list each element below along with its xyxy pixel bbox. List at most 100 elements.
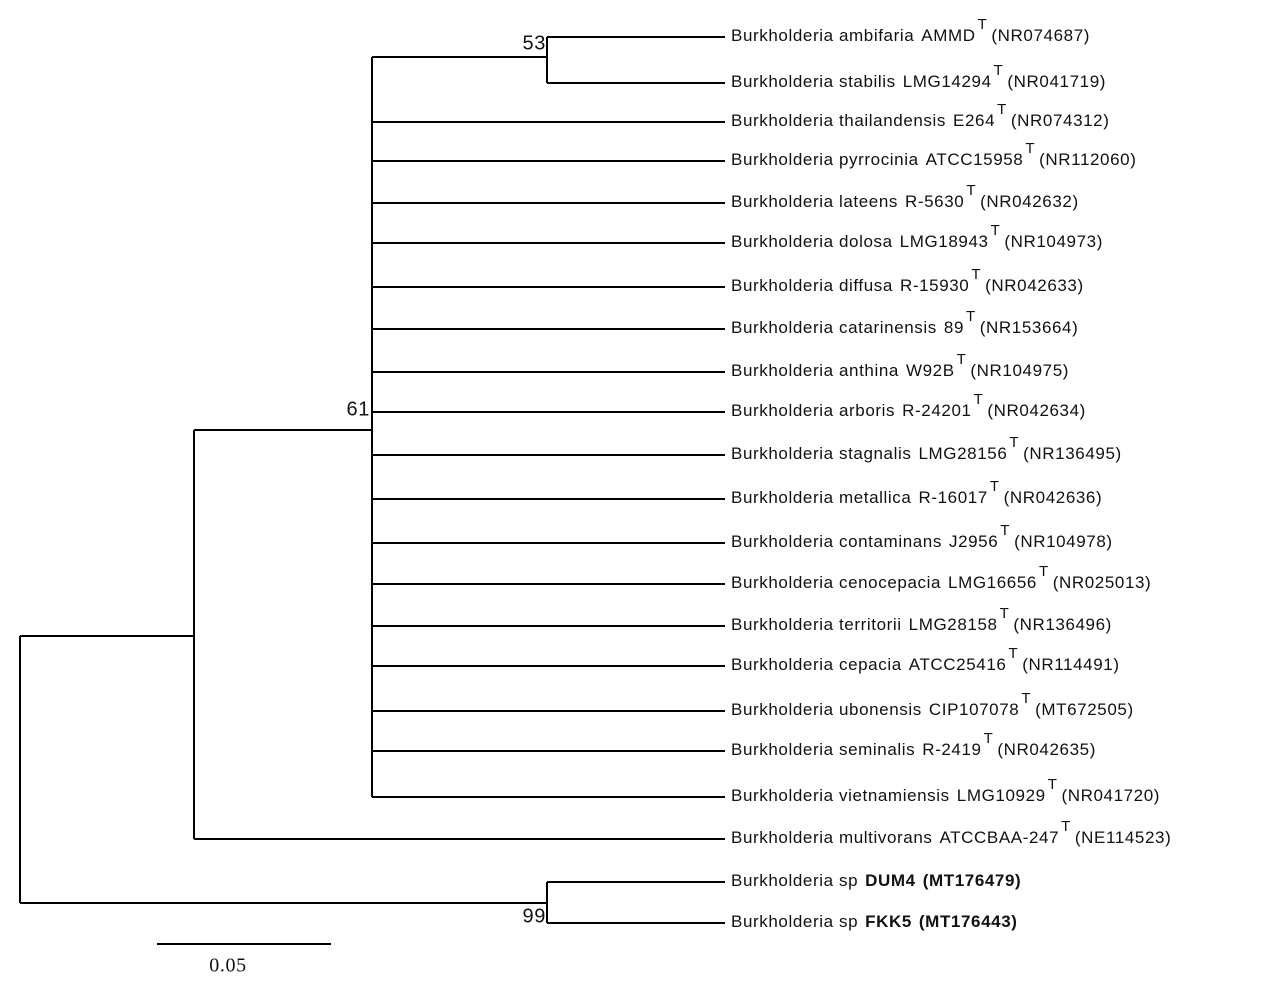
strain: FKK5 (865, 912, 912, 931)
type-strain-mark: T (1000, 605, 1010, 622)
accession: (NR136496) (1013, 615, 1112, 634)
type-strain-mark: T (991, 222, 1001, 239)
strain: LMG18943 (900, 232, 989, 251)
type-strain-mark: T (1048, 776, 1058, 793)
strain: LMG14294 (903, 72, 992, 91)
type-strain-mark: T (978, 16, 988, 33)
accession: (NR042636) (1004, 488, 1103, 507)
leaf-label: Burkholderia sp DUM4 (MT176479) (731, 871, 1021, 890)
accession: (MT176479) (923, 871, 1022, 890)
strain: J2956 (949, 532, 998, 551)
type-strain-mark: T (994, 62, 1004, 79)
accession: (NR042634) (987, 401, 1086, 420)
type-strain-mark: T (971, 266, 981, 283)
species-name: Burkholderia ambifaria (731, 26, 914, 45)
leaf-label: Burkholderia dolosa LMG18943T(NR104973) (731, 222, 1103, 252)
accession: (NR074687) (991, 26, 1090, 45)
species-name: Burkholderia territorii (731, 615, 902, 634)
bootstrap-value: 53 (523, 32, 546, 54)
species-name: Burkholderia arboris (731, 401, 895, 420)
strain: E264 (953, 111, 995, 130)
leaf-label: Burkholderia seminalis R-2419T(NR042635) (731, 730, 1096, 760)
leaf-label: Burkholderia cepacia ATCC25416T(NR114491) (731, 645, 1120, 675)
species-name: Burkholderia stabilis (731, 72, 896, 91)
type-strain-mark: T (974, 391, 984, 408)
type-strain-mark: T (1025, 140, 1035, 157)
accession: (MT672505) (1035, 700, 1134, 719)
strain: AMMD (921, 26, 975, 45)
strain: LMG28158 (909, 615, 998, 634)
leaf-label: Burkholderia catarinensis 89T(NR153664) (731, 308, 1078, 338)
accession: (NR042633) (985, 276, 1084, 295)
accession: (NR042632) (980, 192, 1079, 211)
type-strain-mark: T (957, 351, 967, 368)
leaf-label: Burkholderia stagnalis LMG28156T(NR136495… (731, 434, 1122, 464)
strain: ATCC15958 (926, 150, 1024, 169)
leaf-label: Burkholderia ubonensis CIP107078T(MT67250… (731, 690, 1134, 720)
strain: R-5630 (905, 192, 964, 211)
strain: R-2419 (922, 740, 981, 759)
accession: (NR025013) (1053, 573, 1152, 592)
leaf-label: Burkholderia pyrrocinia ATCC15958T(NR1120… (731, 140, 1136, 170)
bootstrap-value: 61 (347, 398, 370, 420)
species-name: Burkholderia cenocepacia (731, 573, 941, 592)
accession: (NR136495) (1023, 444, 1122, 463)
species-name: Burkholderia ubonensis (731, 700, 922, 719)
accession: (NR112060) (1039, 150, 1136, 169)
leaf-label: Burkholderia stabilis LMG14294T(NR041719) (731, 62, 1106, 92)
strain: 89 (944, 318, 964, 337)
species-name: Burkholderia seminalis (731, 740, 915, 759)
species-name: Burkholderia catarinensis (731, 318, 937, 337)
species-name: Burkholderia lateens (731, 192, 898, 211)
strain: LMG10929 (957, 786, 1046, 805)
leaf-label: Burkholderia metallica R-16017T(NR042636) (731, 478, 1102, 508)
type-strain-mark: T (1009, 434, 1019, 451)
species-name: Burkholderia sp (731, 912, 858, 931)
leaf-label: Burkholderia multivorans ATCCBAA-247T(NE1… (731, 818, 1171, 848)
species-name: Burkholderia diffusa (731, 276, 893, 295)
strain: R-16017 (918, 488, 987, 507)
type-strain-mark: T (990, 478, 1000, 495)
species-name: Burkholderia thailandensis (731, 111, 946, 130)
branches (19, 36, 725, 924)
leaf-label: Burkholderia lateens R-5630T(NR042632) (731, 182, 1079, 212)
species-name: Burkholderia stagnalis (731, 444, 911, 463)
strain: LMG28156 (918, 444, 1007, 463)
accession: (NR104975) (970, 361, 1069, 380)
accession: (NR153664) (980, 318, 1079, 337)
species-name: Burkholderia multivorans (731, 828, 932, 847)
leaf-label: Burkholderia thailandensis E264T(NR074312… (731, 101, 1110, 131)
accession: (NR042635) (997, 740, 1096, 759)
accession: (NR041720) (1061, 786, 1160, 805)
species-name: Burkholderia sp (731, 871, 858, 890)
accession: (NR074312) (1011, 111, 1110, 130)
leaf-label: Burkholderia arboris R-24201T(NR042634) (731, 391, 1086, 421)
strain: W92B (906, 361, 955, 380)
type-strain-mark: T (984, 730, 994, 747)
accession: (NE114523) (1075, 828, 1171, 847)
strain: LMG16656 (948, 573, 1037, 592)
accession: (NR104973) (1004, 232, 1103, 251)
species-name: Burkholderia anthina (731, 361, 899, 380)
leaf-label: Burkholderia anthina W92BT(NR104975) (731, 351, 1069, 381)
leaf-label: Burkholderia diffusa R-15930T(NR042633) (731, 266, 1084, 296)
strain: ATCCBAA-247 (939, 828, 1059, 847)
accession: (NR041719) (1007, 72, 1106, 91)
scale-bar-label: 0.05 (209, 955, 246, 977)
type-strain-mark: T (966, 182, 976, 199)
accession: (NR114491) (1022, 655, 1119, 674)
type-strain-mark: T (1000, 522, 1010, 539)
leaf-label: Burkholderia ambifaria AMMDT(NR074687) (731, 16, 1090, 46)
type-strain-mark: T (1008, 645, 1018, 662)
strain: CIP107078 (929, 700, 1019, 719)
type-strain-mark: T (1039, 563, 1049, 580)
leaf-label: Burkholderia cenocepacia LMG16656T(NR0250… (731, 563, 1151, 593)
leaf-label: Burkholderia vietnamiensis LMG10929T(NR04… (731, 776, 1160, 806)
bootstrap-value: 99 (523, 905, 546, 927)
accession: (NR104978) (1014, 532, 1113, 551)
strain: R-15930 (900, 276, 969, 295)
type-strain-mark: T (966, 308, 976, 325)
type-strain-mark: T (1061, 818, 1071, 835)
species-name: Burkholderia dolosa (731, 232, 893, 251)
